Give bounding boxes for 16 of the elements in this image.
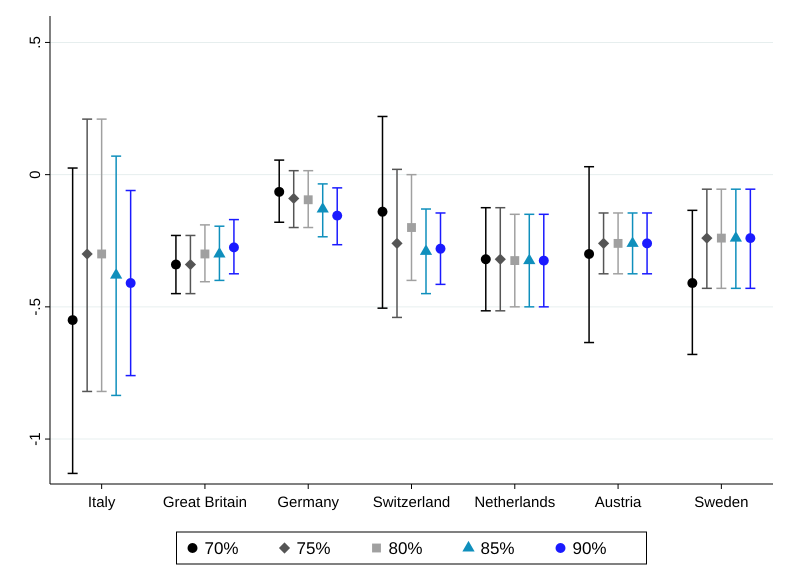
legend-label: 80%: [388, 539, 423, 558]
legend-label: 85%: [480, 539, 515, 558]
y-tick-label: -.5: [27, 298, 44, 316]
y-tick-label: 0: [27, 170, 44, 179]
legend-label: 90%: [572, 539, 607, 558]
x-tick-label: Austria: [594, 494, 642, 511]
x-tick-label: Switzerland: [372, 494, 450, 511]
x-tick-label: Germany: [277, 494, 340, 511]
legend-label: 70%: [204, 539, 239, 558]
y-tick-label: -1: [27, 432, 44, 446]
x-tick-label: Netherlands: [474, 494, 556, 511]
x-tick-label: Great Britain: [162, 494, 248, 511]
x-tick-label: Italy: [88, 494, 116, 511]
y-tick-label: .5: [27, 36, 44, 49]
x-tick-label: Sweden: [694, 494, 748, 511]
legend-label: 75%: [296, 539, 331, 558]
